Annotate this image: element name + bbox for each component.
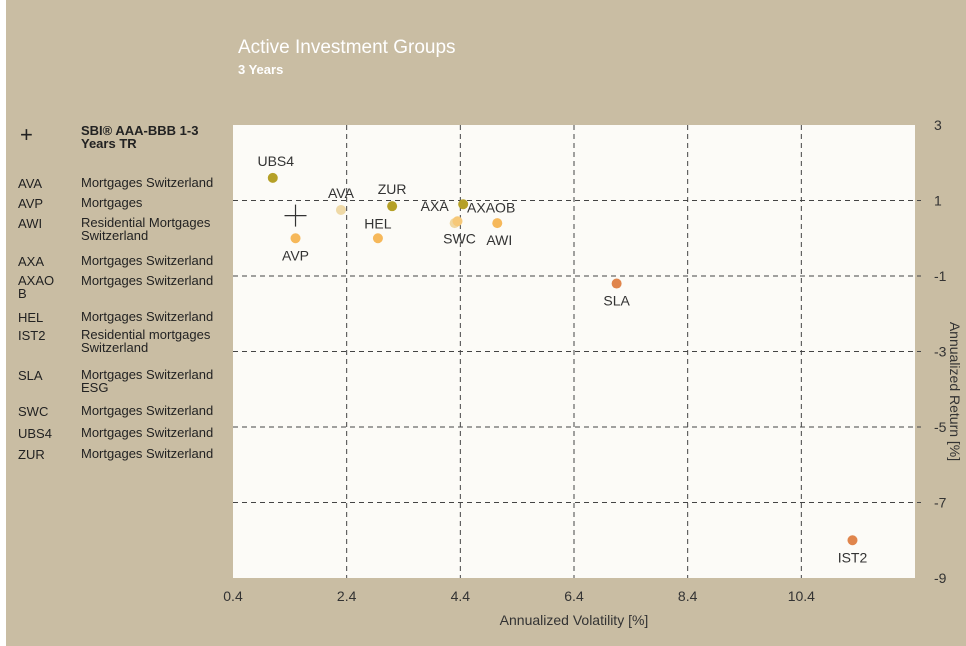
data-point	[290, 233, 301, 244]
legend-code: SWC	[18, 404, 49, 419]
legend-description: Mortgages Switzerland	[81, 425, 214, 440]
x-tick-label: 6.4	[564, 588, 584, 604]
legend-description: Mortgages Switzerland	[81, 403, 214, 418]
legend-code: AVA	[18, 176, 43, 191]
data-label: AWI	[486, 232, 512, 248]
data-point	[452, 216, 463, 227]
data-label: IST2	[838, 549, 868, 565]
legend-description: Mortgages Switzerland	[81, 273, 214, 288]
data-label: SLA	[603, 293, 630, 309]
legend-description: Mortgages	[81, 195, 143, 210]
x-tick-label: 10.4	[788, 588, 815, 604]
y-tick-label: -1	[934, 268, 947, 284]
legend-code: UBS4	[18, 426, 52, 441]
legend-code: AXA	[18, 254, 45, 269]
x-tick-label: 0.4	[223, 588, 243, 604]
data-point	[458, 199, 469, 210]
data-label: SWC	[443, 230, 476, 246]
legend-benchmark-label: SBI® AAA-BBB 1-3 Years TR	[81, 123, 199, 151]
y-tick-label: -3	[934, 344, 947, 360]
data-label: AVA	[328, 185, 355, 201]
legend-code: AVP	[18, 196, 44, 211]
x-tick-label: 8.4	[678, 588, 698, 604]
chart-title: Active Investment Groups	[238, 37, 456, 58]
scatter-plot: 0.4 2.4 4.4 6.4 8.4 10.4 3 1 -1 -3 -5 -7 -9 Annualize…	[223, 117, 963, 628]
data-label: AVP	[282, 247, 309, 263]
benchmark-plus-icon: +	[20, 122, 33, 147]
data-label: UBS4	[257, 153, 294, 169]
legend-code: SLA	[18, 368, 43, 383]
chart-subtitle: 3 Years	[238, 62, 284, 77]
x-tick-label: 2.4	[337, 588, 357, 604]
legend-code: ZUR	[18, 447, 45, 462]
legend-description: Mortgages Switzerland	[81, 309, 214, 324]
data-point	[387, 201, 398, 212]
legend-description: Mortgages Switzerland	[81, 175, 214, 190]
legend-description: Residential Mortgages Switzerland	[81, 215, 211, 243]
legend-description: Mortgages Switzerland	[81, 446, 214, 461]
legend-description: Mortgages Switzerland	[81, 253, 214, 268]
data-label: AXAOB	[467, 199, 515, 215]
x-axis-title: Annualized Volatility [%]	[500, 612, 649, 628]
y-tick-label: -5	[934, 419, 947, 435]
legend-description: Residential mortgages Switzerland	[81, 327, 211, 355]
y-tick-label: 3	[934, 117, 942, 133]
y-tick-label: 1	[934, 193, 942, 209]
legend-description: Mortgages Switzerland ESG	[81, 367, 214, 395]
data-label: AXA	[421, 198, 450, 214]
data-point	[492, 218, 503, 229]
data-point	[847, 535, 858, 546]
data-label: ZUR	[378, 181, 407, 197]
data-point	[611, 278, 622, 289]
y-tick-label: -7	[934, 495, 947, 511]
legend-code: IST2	[18, 328, 46, 343]
legend-code: AWI	[18, 216, 43, 231]
legend-code: AXAO B	[18, 273, 55, 301]
data-point	[372, 233, 383, 244]
x-tick-label: 4.4	[451, 588, 471, 604]
data-label: HEL	[364, 215, 391, 231]
data-point	[335, 204, 346, 215]
data-point	[267, 172, 278, 183]
y-axis-title: Annualized Return [%]	[947, 322, 963, 461]
chart-frame: Active Investment Groups 3 Years + SBI® …	[6, 0, 966, 646]
legend-code: HEL	[18, 310, 44, 325]
y-tick-label: -9	[934, 570, 947, 586]
